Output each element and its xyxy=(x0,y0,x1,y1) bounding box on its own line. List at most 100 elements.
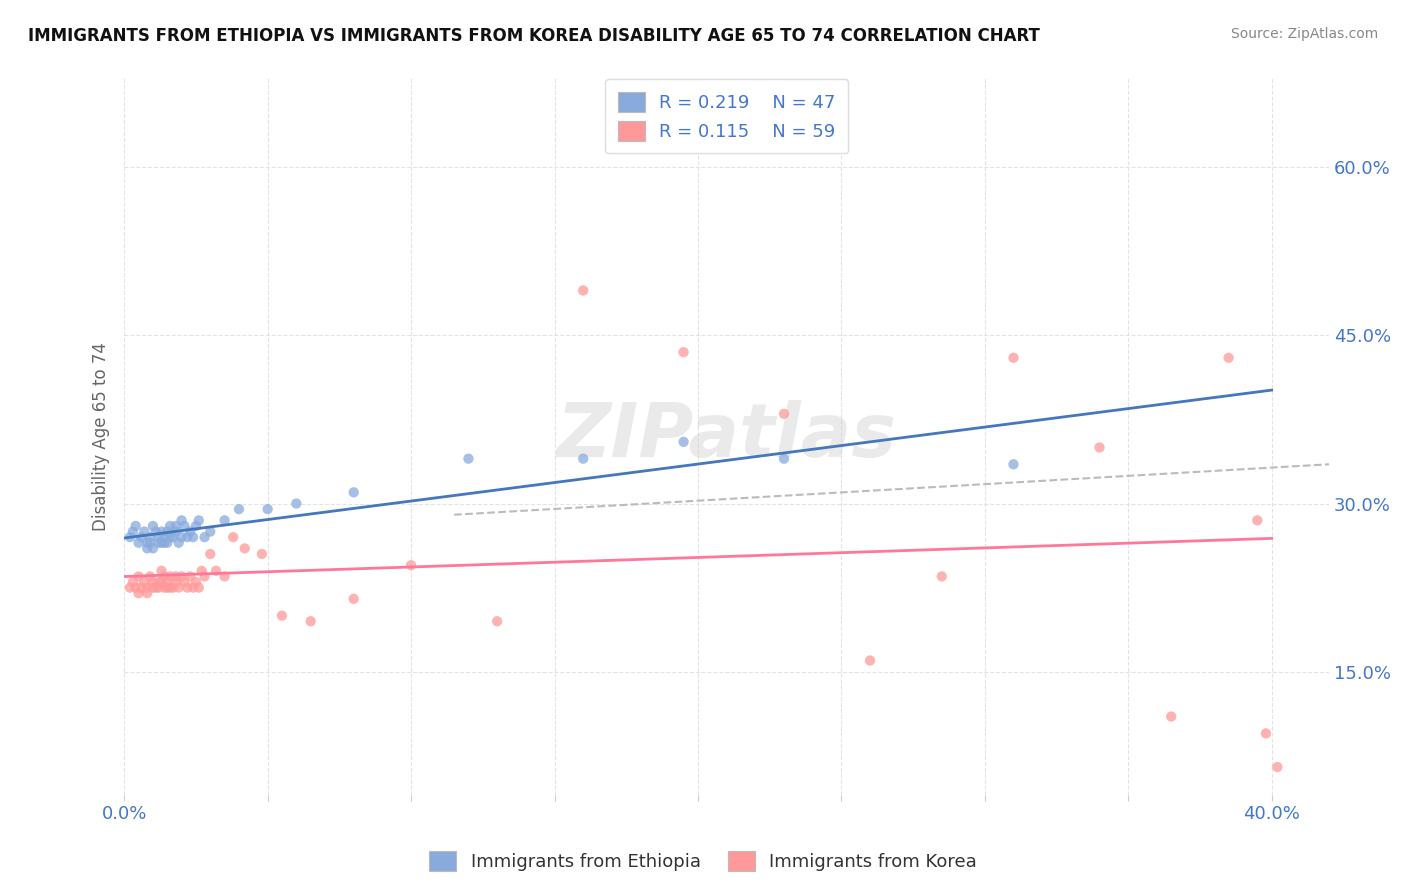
Point xyxy=(148,581,170,595)
Point xyxy=(176,530,198,544)
Point xyxy=(153,530,176,544)
Point xyxy=(170,530,193,544)
Point xyxy=(153,569,176,583)
Point xyxy=(773,451,796,466)
Point xyxy=(128,586,150,600)
Point xyxy=(131,581,153,595)
Point xyxy=(228,502,250,516)
Point xyxy=(139,530,162,544)
Point xyxy=(162,530,184,544)
Point xyxy=(159,581,181,595)
Point xyxy=(190,564,212,578)
Point xyxy=(193,569,215,583)
Point xyxy=(118,581,141,595)
Point xyxy=(153,581,176,595)
Point xyxy=(256,502,278,516)
Point xyxy=(142,581,165,595)
Point xyxy=(181,581,204,595)
Point xyxy=(1160,709,1182,723)
Point xyxy=(187,581,209,595)
Point xyxy=(343,485,366,500)
Point xyxy=(134,574,156,589)
Point xyxy=(136,581,159,595)
Point xyxy=(170,569,193,583)
Point xyxy=(572,451,595,466)
Point xyxy=(184,574,207,589)
Point xyxy=(156,524,179,539)
Legend: Immigrants from Ethiopia, Immigrants from Korea: Immigrants from Ethiopia, Immigrants fro… xyxy=(422,844,984,879)
Point xyxy=(159,530,181,544)
Point xyxy=(150,535,173,549)
Point xyxy=(1254,726,1277,740)
Point xyxy=(156,581,179,595)
Point xyxy=(167,581,190,595)
Text: IMMIGRANTS FROM ETHIOPIA VS IMMIGRANTS FROM KOREA DISABILITY AGE 65 TO 74 CORREL: IMMIGRANTS FROM ETHIOPIA VS IMMIGRANTS F… xyxy=(28,27,1040,45)
Point xyxy=(931,569,953,583)
Point xyxy=(184,519,207,533)
Point xyxy=(1267,760,1289,774)
Point xyxy=(121,524,143,539)
Point xyxy=(250,547,273,561)
Point xyxy=(572,284,595,298)
Text: ZIPatlas: ZIPatlas xyxy=(557,400,897,473)
Point xyxy=(142,574,165,589)
Point xyxy=(214,569,236,583)
Point xyxy=(153,535,176,549)
Point xyxy=(125,519,148,533)
Point xyxy=(205,564,228,578)
Point xyxy=(1246,513,1268,527)
Point xyxy=(136,586,159,600)
Point xyxy=(233,541,256,556)
Point xyxy=(773,407,796,421)
Point xyxy=(173,574,195,589)
Point xyxy=(148,535,170,549)
Point xyxy=(142,519,165,533)
Point xyxy=(136,535,159,549)
Point xyxy=(148,574,170,589)
Point xyxy=(672,345,695,359)
Point xyxy=(299,614,322,628)
Point xyxy=(193,530,215,544)
Point xyxy=(1218,351,1240,365)
Point xyxy=(145,581,167,595)
Point xyxy=(1088,441,1111,455)
Legend: R = 0.219    N = 47, R = 0.115    N = 59: R = 0.219 N = 47, R = 0.115 N = 59 xyxy=(605,79,848,153)
Point xyxy=(159,519,181,533)
Point xyxy=(150,574,173,589)
Point xyxy=(173,519,195,533)
Point xyxy=(179,569,201,583)
Point xyxy=(859,653,882,667)
Point xyxy=(200,547,222,561)
Point xyxy=(167,535,190,549)
Point xyxy=(145,524,167,539)
Point xyxy=(165,569,187,583)
Point xyxy=(285,496,308,510)
Point xyxy=(214,513,236,527)
Point xyxy=(156,574,179,589)
Point xyxy=(159,569,181,583)
Text: Source: ZipAtlas.com: Source: ZipAtlas.com xyxy=(1230,27,1378,41)
Point xyxy=(139,535,162,549)
Point xyxy=(150,524,173,539)
Point xyxy=(187,513,209,527)
Point xyxy=(165,574,187,589)
Point xyxy=(672,434,695,449)
Point xyxy=(399,558,422,573)
Point xyxy=(134,524,156,539)
Point xyxy=(131,530,153,544)
Point xyxy=(179,524,201,539)
Y-axis label: Disability Age 65 to 74: Disability Age 65 to 74 xyxy=(93,342,110,531)
Point xyxy=(139,569,162,583)
Point xyxy=(118,530,141,544)
Point xyxy=(150,564,173,578)
Point xyxy=(170,513,193,527)
Point xyxy=(136,541,159,556)
Point xyxy=(457,451,479,466)
Point xyxy=(271,608,294,623)
Point xyxy=(486,614,509,628)
Point xyxy=(165,524,187,539)
Point xyxy=(1002,351,1025,365)
Point xyxy=(176,581,198,595)
Point xyxy=(165,519,187,533)
Point xyxy=(128,569,150,583)
